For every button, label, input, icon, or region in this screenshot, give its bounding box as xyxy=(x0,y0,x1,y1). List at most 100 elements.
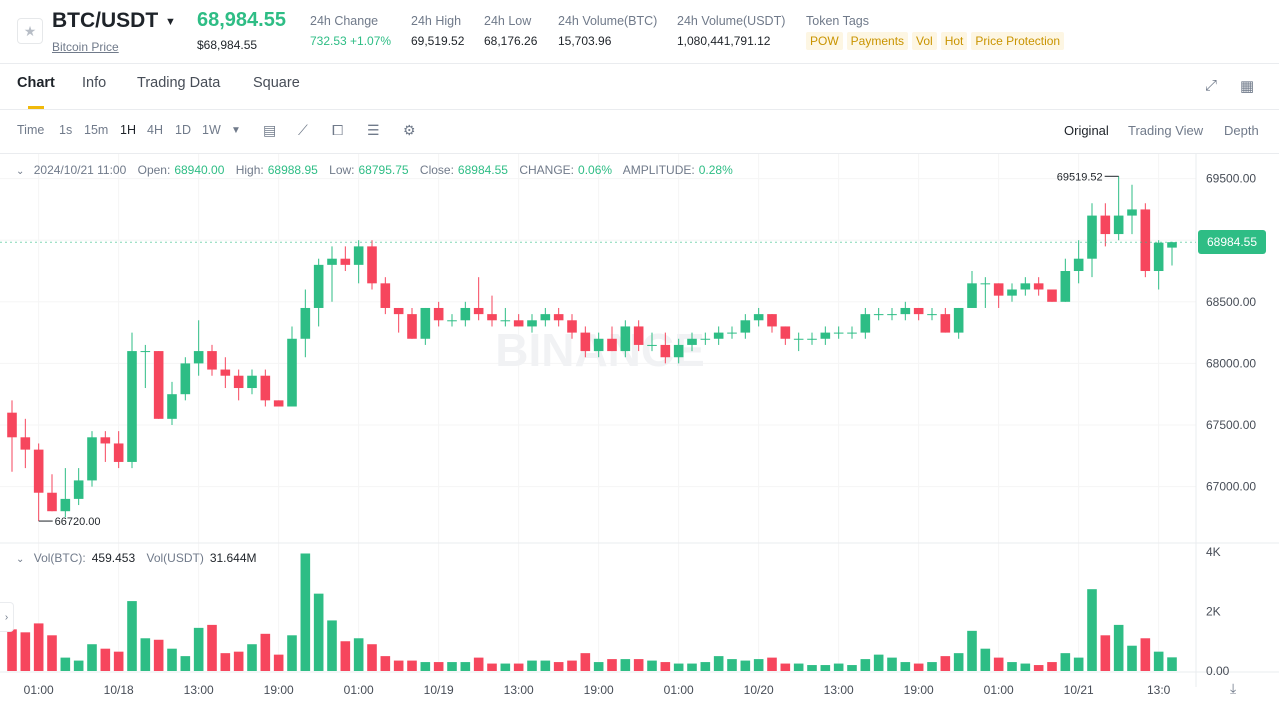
interval-1h[interactable]: 1H xyxy=(120,123,136,137)
token-tag[interactable]: Hot xyxy=(940,32,968,50)
candle-body xyxy=(913,307,924,315)
time-axis-label: 19:00 xyxy=(264,683,294,697)
tab-chart[interactable]: Chart xyxy=(17,75,55,91)
volume-bar xyxy=(33,623,44,671)
volume-bar xyxy=(633,659,644,671)
candle-body xyxy=(567,320,577,333)
candle-body xyxy=(153,351,164,419)
min-price-label: 66720.00 xyxy=(55,516,101,528)
candle-type-icon[interactable]: ⧠ xyxy=(332,122,344,138)
volume-bar xyxy=(180,656,191,671)
volume-bar xyxy=(807,665,817,671)
volume-bar xyxy=(447,662,457,671)
token-tag[interactable]: Price Protection xyxy=(971,32,1065,50)
candle-body xyxy=(180,363,191,395)
volume-bar xyxy=(220,653,231,671)
candle-body xyxy=(367,246,377,284)
candle-body xyxy=(393,307,404,315)
tab-info[interactable]: Info xyxy=(82,75,107,91)
volume-axis-label: 0.00 xyxy=(1206,664,1230,678)
tab-trading-data[interactable]: Trading Data xyxy=(137,75,221,91)
volume-bar xyxy=(47,635,57,671)
interval-time[interactable]: Time xyxy=(17,123,45,137)
volume-bar xyxy=(113,651,124,671)
interval-dropdown-icon[interactable]: ▼ xyxy=(231,125,241,136)
open-value: 68940.00 xyxy=(174,163,225,177)
candle-body xyxy=(193,351,204,364)
candle-body xyxy=(607,338,617,352)
time-axis-label: 10/21 xyxy=(1064,683,1094,697)
volume-bar xyxy=(980,648,991,671)
interval-15m[interactable]: 15m xyxy=(84,123,109,137)
volume-bar xyxy=(647,660,657,671)
volume-bar xyxy=(87,644,97,671)
stat-24h-change: 24h Change 732.53 +1.07% xyxy=(310,14,391,48)
volume-bar xyxy=(367,644,377,671)
pair-dropdown-icon[interactable]: ▼ xyxy=(165,16,176,28)
candle-body xyxy=(900,307,911,315)
candle-body xyxy=(753,314,764,321)
volume-bar xyxy=(593,662,604,671)
calendar-icon[interactable]: ▤ xyxy=(263,122,277,138)
time-axis-label: 01:00 xyxy=(664,683,694,697)
change-value: 0.06% xyxy=(578,163,613,177)
bitcoin-price-link[interactable]: Bitcoin Price xyxy=(52,40,119,54)
candle-body xyxy=(287,338,297,407)
active-tab-indicator xyxy=(28,106,44,109)
candle-body xyxy=(433,307,444,321)
candle-body xyxy=(167,394,177,419)
candlestick-chart[interactable]: BINANCE69500.0069000.0068500.0068000.006… xyxy=(0,154,1279,711)
candle-body xyxy=(47,492,57,512)
candle-body xyxy=(313,264,324,308)
candle-body xyxy=(407,314,417,339)
price-axis-label: 68500.00 xyxy=(1206,295,1256,309)
expand-left-icon[interactable]: › xyxy=(0,602,14,632)
volume-bar xyxy=(1100,635,1111,671)
collapse-chevron-icon[interactable]: ⌄ xyxy=(16,554,25,565)
candle-body xyxy=(60,498,71,512)
volume-bar xyxy=(153,639,164,671)
gear-icon[interactable]: ⚙ xyxy=(403,122,416,138)
interval-4h[interactable]: 4H xyxy=(147,123,163,137)
layout-grid-icon[interactable]: ▦ xyxy=(1240,78,1255,95)
volume-bar xyxy=(620,659,631,671)
token-tag[interactable]: POW xyxy=(806,32,843,50)
candle-body xyxy=(633,326,644,345)
high-value: 68988.95 xyxy=(267,163,318,177)
candle-body xyxy=(140,351,151,353)
volume-bar xyxy=(233,651,244,671)
low-label: Low: xyxy=(329,163,355,177)
candle-body xyxy=(220,369,231,376)
token-tag[interactable]: Payments xyxy=(846,32,909,50)
time-axis-label: 13:0 xyxy=(1147,683,1171,697)
volume-bar xyxy=(1033,665,1044,671)
view-trading-view[interactable]: Trading View xyxy=(1128,123,1204,138)
interval-1s[interactable]: 1s xyxy=(59,123,73,137)
volume-bar xyxy=(753,659,764,671)
stat-value: 68,176.26 xyxy=(484,34,538,48)
token-tag[interactable]: Vol xyxy=(912,32,937,50)
fullscreen-icon[interactable]: ⤢ xyxy=(1205,77,1218,94)
candle-body xyxy=(1087,215,1097,259)
candle-body xyxy=(620,326,631,352)
candle-body xyxy=(1153,242,1164,272)
volume-axis-label: 4K xyxy=(1206,545,1221,559)
time-axis-label: 13:00 xyxy=(504,683,534,697)
view-depth[interactable]: Depth xyxy=(1224,123,1259,138)
scale-reset-icon[interactable]: ⤓ xyxy=(1230,680,1237,696)
volume-bar xyxy=(553,662,564,671)
volume-bar xyxy=(353,638,364,671)
volume-bar xyxy=(1087,589,1097,671)
chart-settings-list-icon[interactable]: ☰ xyxy=(367,122,380,138)
favorite-star-icon[interactable]: ★ xyxy=(17,18,43,44)
view-original[interactable]: Original xyxy=(1064,123,1109,138)
interval-1d[interactable]: 1D xyxy=(175,123,191,137)
volume-bar xyxy=(967,630,977,671)
candle-body xyxy=(447,320,457,322)
pair-symbol[interactable]: BTC/USDT xyxy=(52,9,159,32)
interval-1w[interactable]: 1W xyxy=(202,123,221,137)
tab-square[interactable]: Square xyxy=(253,75,300,91)
stat-label: 24h Volume(BTC) xyxy=(558,14,658,28)
indicator-icon[interactable]: ⟋ xyxy=(298,122,308,138)
collapse-chevron-icon[interactable]: ⌄ xyxy=(16,166,25,177)
